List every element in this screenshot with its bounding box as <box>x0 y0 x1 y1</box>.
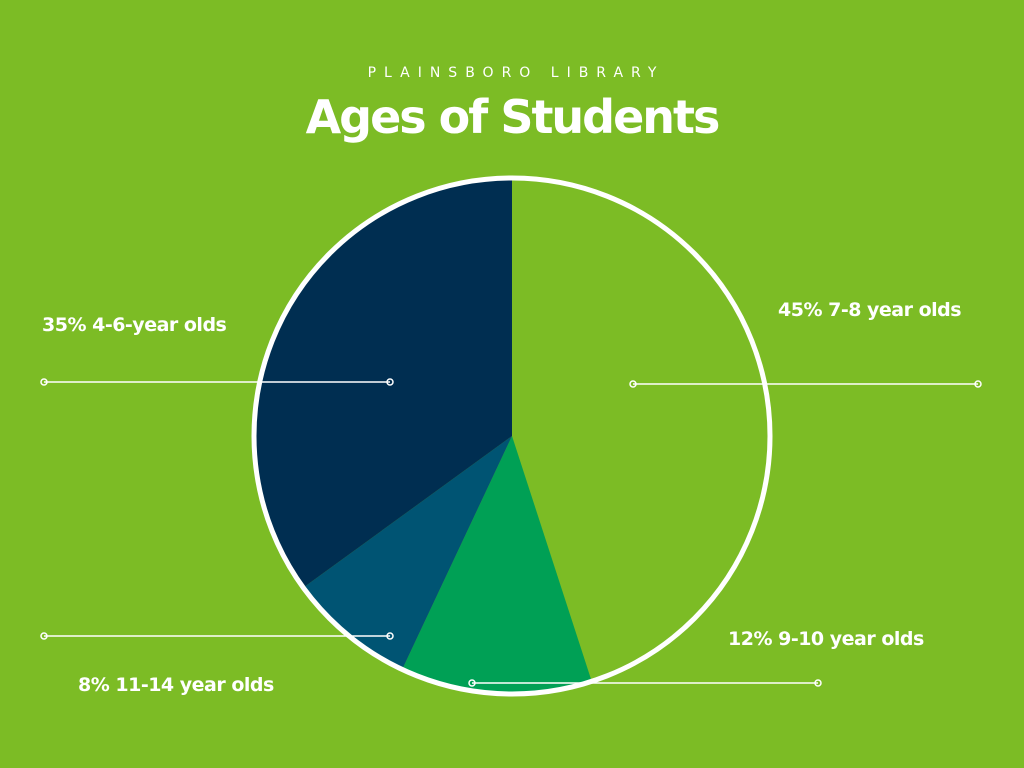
leader-7-8 <box>629 380 982 388</box>
library-overline: PLAINSBORO LIBRARY <box>367 65 665 81</box>
chart-title: Ages of Students <box>305 90 721 144</box>
slice-11-14 <box>303 436 512 670</box>
pie-outline <box>251 175 773 697</box>
slice-label-9-10: 12% 9-10 year olds <box>728 628 924 650</box>
slice-9-10 <box>402 436 592 694</box>
slice-label-7-8: 45% 7-8 year olds <box>778 299 961 321</box>
leader-lines <box>40 378 982 687</box>
slice-label-11-14: 8% 11-14 year olds <box>78 674 274 696</box>
slice-7-8 <box>512 178 770 682</box>
leader-4-6 <box>40 378 394 386</box>
pie-slices <box>254 178 770 694</box>
leader-11-14 <box>40 632 394 640</box>
leader-9-10 <box>468 679 822 687</box>
slice-4-6 <box>254 178 512 588</box>
slice-label-4-6: 35% 4-6-year olds <box>42 314 227 336</box>
